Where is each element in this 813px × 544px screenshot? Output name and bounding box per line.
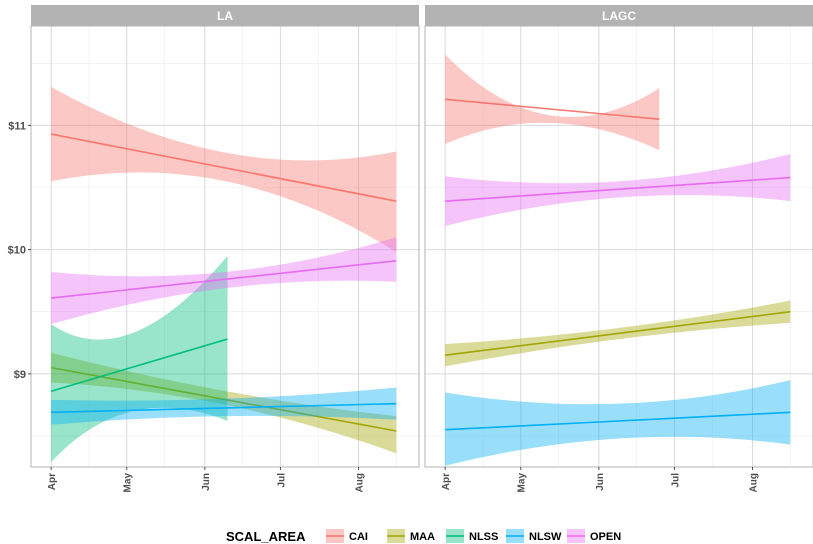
x-tick-label: Jul [670,473,681,488]
legend-label: OPEN [590,531,621,543]
series-maa [445,300,791,367]
legend-title: SCAL_AREA [226,529,306,544]
panel-lagc: LAGC Apr May Jun Jul Aug [424,5,813,493]
x-tick-label: Aug [355,473,366,492]
x-tick-label: Jul [276,473,287,488]
x-tick-label: Jun [201,473,212,491]
legend-entry-nlss: NLSS [446,529,498,543]
panel-background [425,26,813,467]
legend-label: NLSW [529,531,562,543]
confidence-band-cai [51,86,397,253]
x-tick-label: May [123,473,134,493]
x-tick-label: May [517,473,528,493]
legend-label: CAI [349,531,368,543]
series-open [445,153,791,227]
trend-line-open [51,259,397,299]
series-cai [51,86,397,253]
legend-entry-open: OPEN [567,529,621,543]
facet-label: LAGC [602,9,636,23]
legend-entry-nlsw: NLSW [506,529,562,543]
facet-label: LA [217,9,233,23]
facet-strip [425,5,813,26]
confidence-band-nlsw [445,380,791,466]
y-axis: $9 $10 $11 [8,120,31,381]
y-tick-label: $11 [8,120,26,132]
legend-entry-cai: CAI [326,529,368,543]
x-tick-label: Aug [749,473,760,492]
trend-line-nlsw [445,411,791,431]
trend-line-cai [51,133,397,202]
panel-la: LA Apr May Jun Jul Aug [30,5,420,493]
series-open [51,237,397,325]
panel-background [31,26,419,467]
x-tick-label: Apr [441,473,452,490]
legend-entry-maa: MAA [387,529,435,543]
confidence-band-nlsw [51,387,397,425]
trend-line-maa [51,366,397,432]
series-nlsw [51,387,397,425]
confidence-band-maa [51,352,397,454]
facet-strip [31,5,419,26]
trend-line-nlsw [51,402,397,414]
panel-border [424,25,813,468]
y-tick-label: $9 [14,369,26,381]
series-nlsw [445,380,791,466]
series-cai [445,54,660,151]
legend: SCAL_AREA CAI MAA NLSS NLSW OPEN [226,529,621,544]
y-tick-label: $10 [8,245,26,257]
series-maa [51,352,397,454]
trend-line-open [445,176,791,202]
confidence-band-cai [445,54,660,151]
x-tick-label: Jun [595,473,606,491]
trend-line-nlss [50,338,228,392]
x-tick-label: Apr [47,473,58,490]
panel-border [30,25,420,468]
legend-label: MAA [410,531,435,543]
trend-line-maa [445,310,791,356]
confidence-band-open [51,237,397,325]
legend-label: NLSS [469,531,498,543]
trend-line-cai [445,98,660,120]
